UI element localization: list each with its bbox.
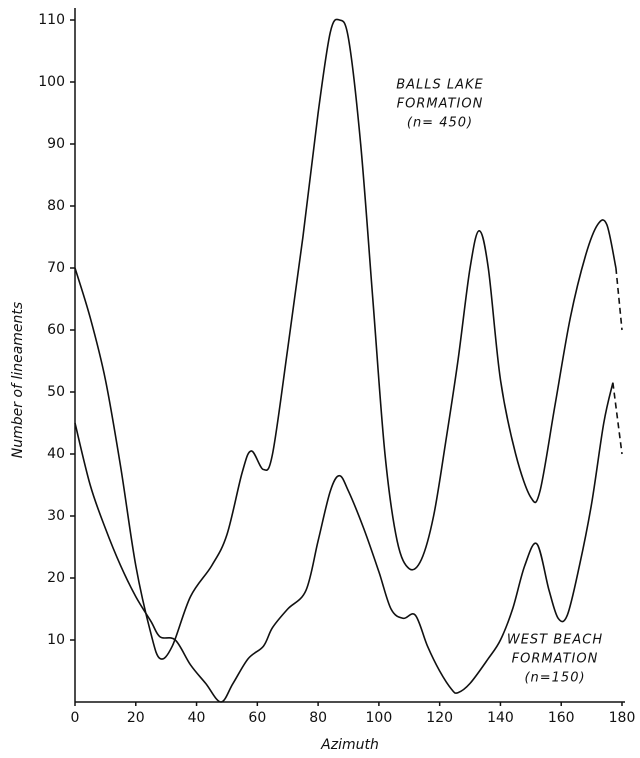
x-axis-label: Azimuth [320, 737, 379, 753]
y-tick-label: 10 [47, 632, 65, 648]
y-tick-label: 40 [47, 446, 65, 462]
y-tick-label: 50 [47, 384, 65, 400]
x-tick-label: 100 [366, 710, 393, 726]
line [74, 382, 614, 703]
x-tick-label: 40 [188, 710, 206, 726]
y-axis-label: Number of lineaments [10, 302, 26, 458]
y-tick-label: 110 [38, 12, 65, 28]
x-tick-label: 80 [309, 710, 327, 726]
x-tick-label: 0 [71, 710, 80, 726]
annotation: FORMATION [397, 97, 484, 112]
y-tick-label: 20 [47, 570, 65, 586]
x-tick-label: 180 [609, 710, 636, 726]
annotation: FORMATION [512, 652, 599, 667]
y-tick-label: 30 [47, 508, 65, 524]
line-dashed [615, 267, 623, 331]
annotation: BALLS LAKE [396, 78, 484, 93]
y-tick-label: 60 [47, 322, 65, 338]
x-tick-label: 20 [127, 710, 145, 726]
y-tick-label: 100 [38, 74, 65, 90]
line-dashed [612, 382, 623, 455]
x-tick-label: 60 [248, 710, 266, 726]
y-tick-label: 80 [47, 198, 65, 214]
annotation: (n= 450) [407, 116, 473, 131]
x-tick-label: 160 [548, 710, 575, 726]
x-tick-label: 120 [426, 710, 453, 726]
y-tick-label: 70 [47, 260, 65, 276]
x-tick-label: 140 [487, 710, 514, 726]
line [74, 18, 617, 660]
annotation: WEST BEACH [507, 633, 603, 648]
y-tick-label: 90 [47, 136, 65, 152]
annotation: (n=150) [524, 671, 585, 686]
